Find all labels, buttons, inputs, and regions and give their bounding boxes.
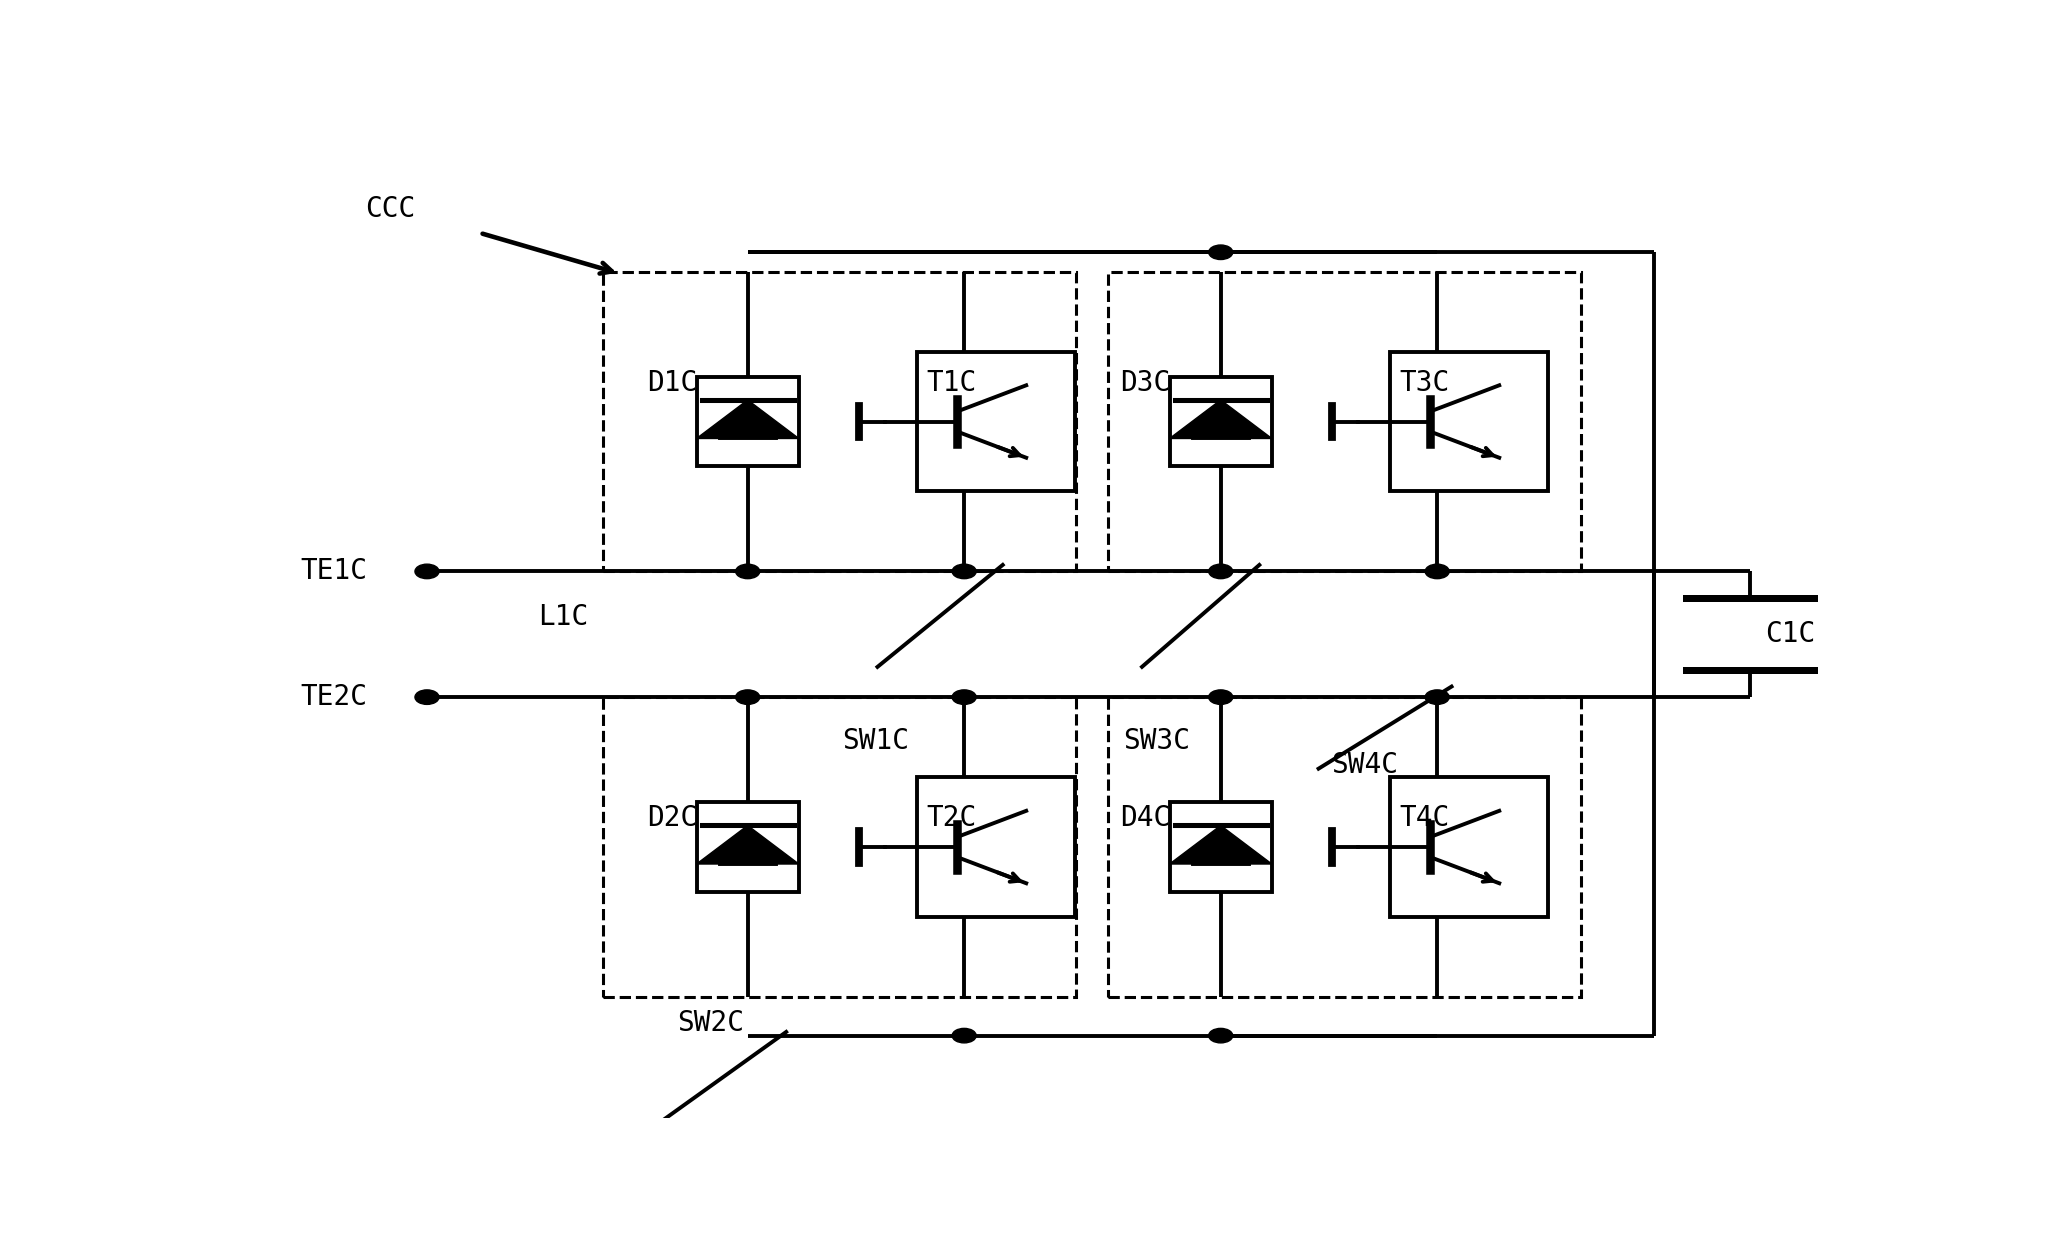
Bar	[1169, 377, 1272, 466]
Polygon shape	[1169, 825, 1272, 864]
Text: D4C: D4C	[1119, 804, 1171, 831]
Circle shape	[1426, 564, 1448, 579]
Circle shape	[1208, 564, 1233, 579]
Circle shape	[416, 564, 439, 579]
Text: SW1C: SW1C	[842, 727, 910, 755]
Bar	[604, 271, 1076, 571]
Text: TE1C: TE1C	[300, 558, 368, 585]
Bar	[917, 352, 1076, 491]
Bar	[1109, 697, 1581, 997]
Text: D2C: D2C	[648, 804, 697, 831]
Circle shape	[416, 690, 439, 705]
Bar	[697, 803, 799, 892]
Bar	[697, 377, 799, 466]
Text: C1C: C1C	[1765, 620, 1815, 648]
Circle shape	[1208, 245, 1233, 260]
Text: T2C: T2C	[927, 804, 977, 831]
Circle shape	[737, 690, 759, 705]
Text: T4C: T4C	[1399, 804, 1450, 831]
Text: SW3C: SW3C	[1123, 727, 1190, 755]
Bar	[1169, 803, 1272, 892]
Polygon shape	[697, 399, 799, 438]
Polygon shape	[697, 825, 799, 864]
Text: CCC: CCC	[364, 195, 416, 222]
Text: D1C: D1C	[648, 369, 697, 397]
Text: D3C: D3C	[1119, 369, 1171, 397]
Bar	[1390, 352, 1548, 491]
Bar	[917, 777, 1076, 917]
Text: TE2C: TE2C	[300, 683, 368, 711]
Polygon shape	[1169, 399, 1272, 438]
Text: T3C: T3C	[1399, 369, 1450, 397]
Circle shape	[952, 564, 977, 579]
Circle shape	[737, 564, 759, 579]
Circle shape	[1208, 1029, 1233, 1042]
Circle shape	[952, 690, 977, 705]
Circle shape	[952, 1029, 977, 1042]
Bar	[604, 697, 1076, 997]
Circle shape	[1208, 690, 1233, 705]
Text: T1C: T1C	[927, 369, 977, 397]
Text: L1C: L1C	[538, 603, 588, 631]
Bar	[1390, 777, 1548, 917]
Text: SW4C: SW4C	[1332, 751, 1399, 779]
Text: SW2C: SW2C	[677, 1009, 745, 1037]
Circle shape	[1426, 690, 1448, 705]
Bar	[1109, 271, 1581, 571]
